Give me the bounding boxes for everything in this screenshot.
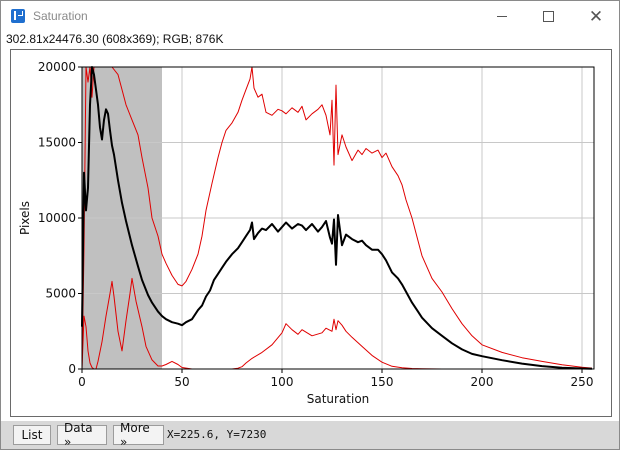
y-tick-label: 5000: [45, 287, 76, 301]
x-tick-label: 150: [371, 375, 394, 389]
x-tick-label: 100: [271, 375, 294, 389]
histogram-plot[interactable]: 0 50 100 150 200 250 0 5000 10000 15000 20000 Satur…: [11, 50, 611, 416]
plot-frame: 0 50 100 150 200 250 0 5000 10000 15000 20000 Satur…: [10, 49, 612, 417]
maximize-icon: [542, 10, 554, 22]
minimize-icon: [497, 15, 507, 17]
window-title: Saturation: [33, 9, 88, 23]
close-button[interactable]: ✕: [573, 1, 619, 31]
imagej-app-icon: [11, 9, 25, 23]
y-tick-label: 20000: [38, 60, 76, 74]
y-axis-label: Pixels: [18, 201, 32, 235]
series-line-2: [81, 277, 592, 370]
image-info-line: 302.81x24476.30 (608x369); RGB; 876K: [6, 32, 224, 46]
series-line-1: [81, 66, 593, 370]
cursor-coordinates: X=225.6, Y=7230: [167, 428, 267, 441]
more-menu-button[interactable]: More »: [113, 421, 164, 449]
series-line-3: [81, 66, 593, 370]
data-menu-button[interactable]: Data »: [57, 421, 107, 449]
close-icon: ✕: [588, 6, 604, 26]
y-tick-label: 15000: [38, 136, 76, 150]
y-tick-label: 0: [68, 362, 76, 376]
minimize-button[interactable]: [479, 1, 525, 31]
x-tick-label: 0: [78, 375, 86, 389]
title-bar[interactable]: Saturation ✕: [1, 1, 619, 31]
x-tick-label: 50: [174, 375, 189, 389]
x-tick-label: 200: [471, 375, 494, 389]
y-tick-label: 10000: [38, 211, 76, 225]
list-button[interactable]: List: [13, 425, 51, 445]
bottom-toolbar: List Data » More » X=225.6, Y=7230: [1, 421, 619, 449]
x-axis-label: Saturation: [307, 392, 370, 406]
x-tick-label: 250: [571, 375, 594, 389]
maximize-button[interactable]: [525, 1, 571, 31]
